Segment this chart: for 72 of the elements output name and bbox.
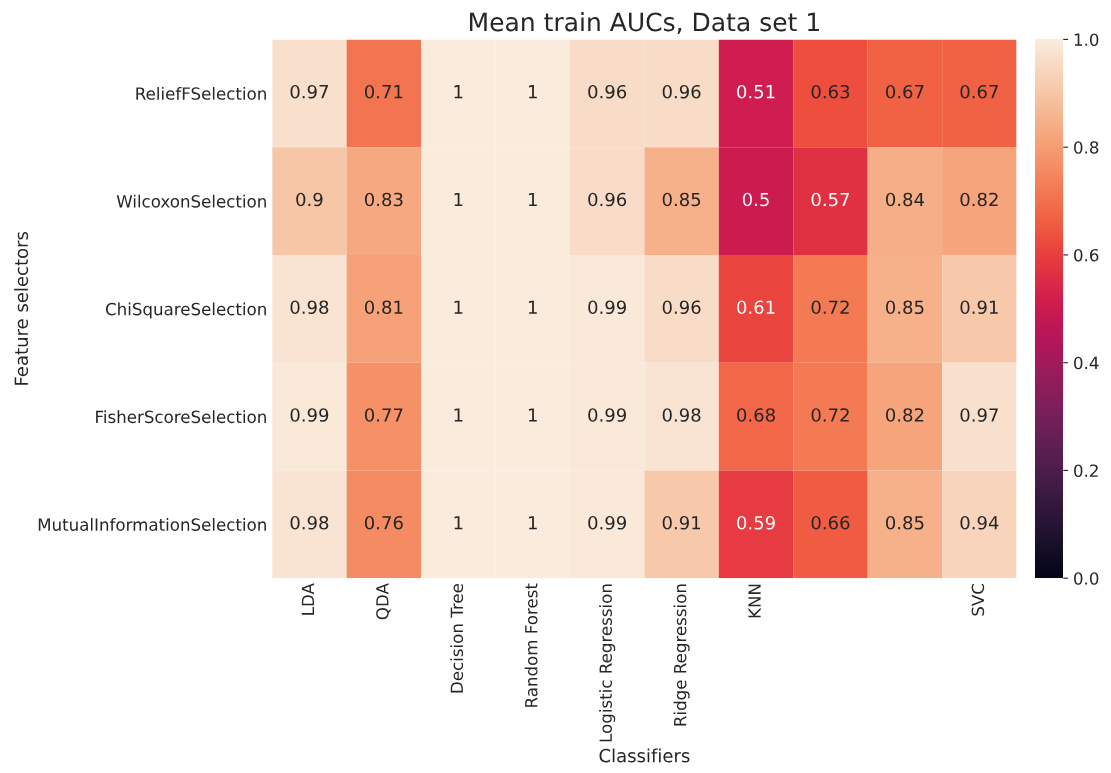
- data-label: 0.91: [662, 515, 701, 530]
- data-label: 0.71: [364, 84, 403, 99]
- data-label: 1: [528, 408, 537, 422]
- x-tick-label: LDA: [301, 583, 315, 615]
- data-label: 0.72: [811, 300, 849, 315]
- data-label: 0.99: [588, 515, 626, 530]
- data-label: 0.85: [886, 300, 924, 315]
- data-label: 0.97: [960, 408, 998, 422]
- data-label: 0.96: [588, 192, 627, 207]
- x-axis-title: Classifiers: [599, 748, 690, 763]
- data-label: 0.82: [960, 192, 998, 207]
- color-bar-label: 0.4: [1074, 356, 1099, 370]
- data-label: 0.94: [960, 515, 999, 530]
- y-tick-label: FisherScoreSelection: [96, 410, 266, 424]
- data-label: 0.66: [811, 515, 850, 530]
- data-label: 0.59: [737, 515, 775, 530]
- data-label: 0.57: [811, 192, 850, 207]
- data-label: 1: [528, 300, 537, 314]
- data-label: 0.99: [588, 408, 626, 422]
- color-bar-label: 0.0: [1074, 572, 1099, 585]
- data-label: 0.85: [886, 515, 924, 530]
- y-axis-title: Feature selectors: [14, 231, 29, 385]
- data-label: 0.81: [364, 300, 403, 315]
- data-label: 0.63: [811, 84, 850, 99]
- data-label: 1: [528, 516, 537, 530]
- data-label: 1: [454, 516, 463, 530]
- data-label: 0.98: [662, 408, 701, 422]
- color-bar-label: 0.8: [1074, 141, 1099, 154]
- data-label: 1: [454, 192, 463, 207]
- x-tick-label: Random Forest: [524, 583, 538, 707]
- data-label: 0.98: [290, 300, 329, 315]
- data-label: 0.97: [290, 84, 328, 99]
- y-tick-label: ChiSquareSelection: [105, 302, 266, 319]
- data-label: 0.72: [811, 408, 849, 422]
- data-label: 0.68: [737, 408, 775, 422]
- x-tick-label: SVC: [971, 583, 985, 616]
- data-label: 0.51: [737, 84, 775, 99]
- data-label: 0.5: [742, 192, 769, 207]
- x-tick-label: Ridge Regression: [673, 584, 690, 726]
- data-label: 0.96: [662, 84, 701, 99]
- data-label: 0.77: [364, 408, 403, 422]
- data-label: 0.82: [886, 408, 924, 422]
- data-label: 0.96: [588, 84, 627, 99]
- x-tick-label: QDA: [376, 583, 391, 620]
- x-tick-label: Decision Tree: [450, 583, 464, 693]
- data-label: 1: [454, 408, 463, 422]
- data-label: 0.67: [960, 84, 998, 99]
- data-label: 0.84: [886, 192, 924, 207]
- data-label: 1: [454, 85, 463, 99]
- y-tick-label: WilcoxonSelection: [116, 194, 266, 208]
- color-bar-label: 0.6: [1074, 248, 1099, 262]
- data-label: 0.9: [296, 192, 323, 207]
- chart-title: Mean train AUCs, Data set 1: [470, 12, 819, 34]
- data-label: 0.98: [290, 515, 329, 530]
- data-label: 1: [454, 300, 463, 314]
- data-label: 1: [528, 85, 537, 99]
- data-label: 0.67: [886, 84, 924, 99]
- x-tick-label: KNN: [748, 584, 761, 618]
- y-tick-label: MutualInformationSelection: [38, 517, 266, 531]
- x-tick-label: Logistic Regression: [599, 584, 616, 742]
- data-label: 1: [528, 192, 537, 207]
- data-label: 0.85: [662, 192, 701, 207]
- data-label: 0.91: [960, 300, 998, 315]
- color-bar-label: 1.0: [1074, 33, 1099, 46]
- data-label: 0.99: [290, 408, 329, 422]
- data-label: 0.83: [364, 192, 403, 207]
- data-label: 0.76: [364, 515, 403, 530]
- data-label: 0.96: [662, 300, 701, 315]
- y-tick-label: ReliefFSelection: [136, 86, 266, 100]
- data-label: 0.99: [588, 300, 626, 315]
- color-bar-label: 0.2: [1074, 464, 1098, 478]
- data-label: 0.61: [737, 300, 775, 315]
